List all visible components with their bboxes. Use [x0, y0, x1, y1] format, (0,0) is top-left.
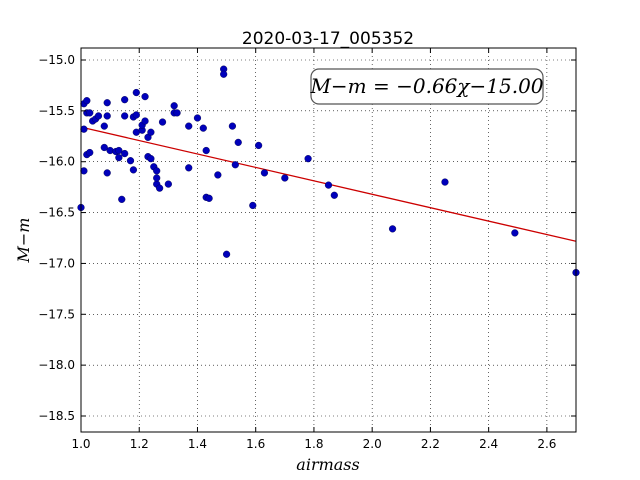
data-point	[228, 122, 237, 130]
data-point	[94, 112, 103, 120]
data-point	[80, 167, 88, 175]
data-point	[121, 112, 129, 120]
data-point	[185, 164, 193, 172]
data-point	[121, 96, 129, 104]
data-point	[80, 125, 88, 133]
data-point	[141, 93, 149, 101]
y-tick-label: −18.0	[38, 358, 75, 372]
data-point	[249, 201, 257, 210]
plot-frame	[80, 47, 577, 433]
data-point	[304, 155, 312, 163]
annotation-box	[310, 68, 544, 105]
data-point	[185, 122, 193, 130]
y-tick-label: −17.5	[38, 307, 75, 321]
x-tick-label: 1.6	[246, 437, 265, 451]
data-point	[441, 178, 449, 186]
y-tick-label: −18.5	[38, 409, 75, 423]
x-tick-label: 1.2	[130, 437, 149, 451]
data-point	[103, 112, 111, 120]
data-point	[388, 225, 397, 233]
data-point	[158, 118, 167, 126]
data-point	[141, 117, 149, 125]
data-point	[132, 111, 140, 119]
x-tick-label: 2.0	[363, 437, 382, 451]
data-point	[126, 157, 135, 165]
data-point	[100, 143, 108, 152]
x-tick-label: 1.0	[71, 437, 90, 451]
data-point	[153, 167, 161, 175]
data-point	[132, 88, 140, 97]
data-point	[156, 184, 164, 192]
data-point	[220, 70, 228, 78]
data-point	[86, 109, 94, 117]
y-tick-label: −16.0	[38, 155, 75, 169]
y-tick-label: −15.5	[38, 104, 75, 118]
fit-annotation: M−m = −0.66χ−15.00	[309, 68, 544, 105]
x-tick-label: 1.4	[188, 437, 207, 451]
data-point	[103, 169, 111, 177]
data-point	[205, 194, 213, 202]
data-point	[129, 166, 138, 174]
grid	[80, 48, 576, 432]
y-tick-label: −15.0	[38, 53, 75, 67]
data-point	[214, 171, 222, 179]
x-tick-label: 2.2	[421, 437, 440, 451]
data-point	[173, 109, 181, 117]
data-point	[115, 146, 123, 155]
ticks	[80, 48, 576, 432]
chart-title: 2020-03-17_005352	[242, 29, 414, 49]
data-point	[330, 191, 338, 199]
data-point	[231, 161, 239, 169]
data-point	[100, 122, 108, 130]
data-point	[115, 154, 123, 162]
data-point	[118, 195, 126, 203]
data-point	[147, 128, 155, 136]
data-point	[147, 155, 155, 163]
points-layer	[77, 65, 580, 277]
data-point	[193, 114, 202, 122]
x-tick-labels: 1.0 1.2 1.4 1.6 1.8 2.0 2.2 2.4 2.6	[71, 437, 556, 451]
y-tick-label: −17.0	[38, 256, 75, 270]
y-axis-label: M−m	[14, 218, 33, 264]
data-point	[260, 169, 269, 177]
data-point	[281, 174, 289, 182]
data-point	[255, 141, 263, 150]
data-point	[199, 124, 207, 132]
x-tick-label: 2.6	[537, 437, 556, 451]
data-point	[511, 229, 519, 237]
data-point	[234, 138, 242, 146]
annotation-text: M−m = −0.66χ−15.00	[309, 74, 543, 98]
y-tick-labels: −15.0 −15.5 −16.0 −16.5 −17.0 −17.5 −18.0 −18.5	[38, 53, 75, 423]
data-point	[121, 149, 129, 158]
x-tick-label: 1.8	[304, 437, 323, 451]
data-point	[86, 148, 94, 157]
data-point	[324, 181, 333, 189]
data-point	[103, 99, 111, 107]
data-point	[222, 250, 231, 258]
data-point	[202, 146, 210, 155]
data-point	[170, 102, 178, 110]
y-tick-label: −16.5	[38, 206, 75, 220]
data-point	[164, 180, 172, 188]
plot-area	[81, 48, 576, 432]
data-point	[153, 174, 161, 182]
data-point	[83, 97, 91, 105]
x-axis-label: airmass	[296, 455, 359, 474]
x-tick-label: 2.4	[479, 437, 498, 451]
